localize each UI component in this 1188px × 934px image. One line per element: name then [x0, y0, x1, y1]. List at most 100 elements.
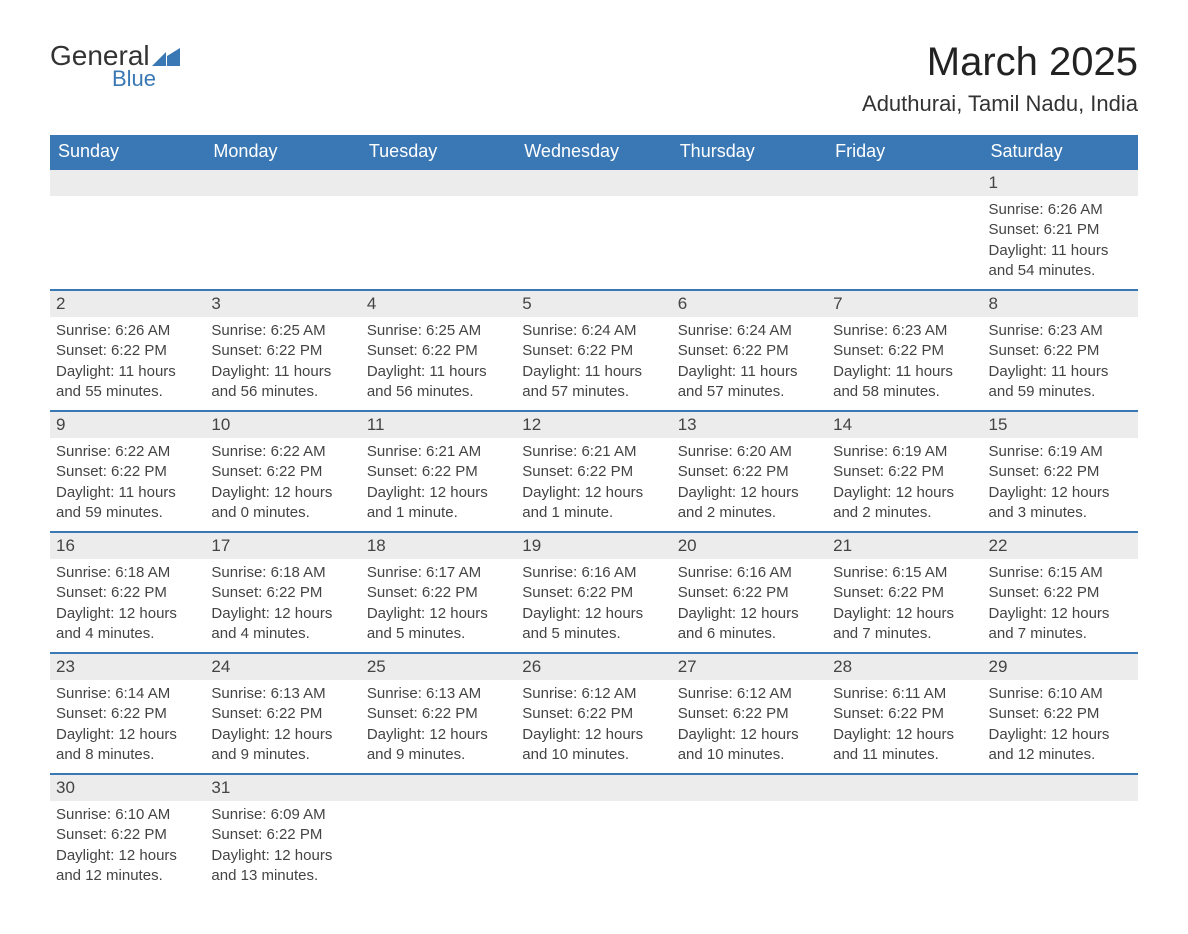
- day-number: 7: [827, 291, 982, 317]
- calendar-cell: 30Sunrise: 6:10 AMSunset: 6:22 PMDayligh…: [50, 774, 205, 894]
- day-number: 27: [672, 654, 827, 680]
- weekday-header: Wednesday: [516, 135, 671, 169]
- day-details: [983, 801, 1138, 889]
- day-number: [983, 775, 1138, 801]
- weekday-header-row: SundayMondayTuesdayWednesdayThursdayFrid…: [50, 135, 1138, 169]
- weekday-header: Saturday: [983, 135, 1138, 169]
- day-details: Sunrise: 6:16 AMSunset: 6:22 PMDaylight:…: [516, 559, 671, 652]
- calendar-cell: 3Sunrise: 6:25 AMSunset: 6:22 PMDaylight…: [205, 290, 360, 411]
- day-number: [361, 775, 516, 801]
- calendar-cell: [516, 774, 671, 894]
- calendar-cell: [983, 774, 1138, 894]
- day-details: Sunrise: 6:18 AMSunset: 6:22 PMDaylight:…: [205, 559, 360, 652]
- weekday-header: Monday: [205, 135, 360, 169]
- calendar-cell: 21Sunrise: 6:15 AMSunset: 6:22 PMDayligh…: [827, 532, 982, 653]
- day-number: 1: [983, 170, 1138, 196]
- day-number: 5: [516, 291, 671, 317]
- calendar-cell: 15Sunrise: 6:19 AMSunset: 6:22 PMDayligh…: [983, 411, 1138, 532]
- day-number: [827, 170, 982, 196]
- day-number: 8: [983, 291, 1138, 317]
- calendar-cell: 10Sunrise: 6:22 AMSunset: 6:22 PMDayligh…: [205, 411, 360, 532]
- calendar-cell: 20Sunrise: 6:16 AMSunset: 6:22 PMDayligh…: [672, 532, 827, 653]
- calendar-cell: [50, 169, 205, 290]
- calendar-cell: 4Sunrise: 6:25 AMSunset: 6:22 PMDaylight…: [361, 290, 516, 411]
- day-number: 3: [205, 291, 360, 317]
- day-details: Sunrise: 6:23 AMSunset: 6:22 PMDaylight:…: [827, 317, 982, 410]
- day-details: [827, 196, 982, 284]
- day-details: [672, 196, 827, 284]
- day-number: 20: [672, 533, 827, 559]
- calendar-cell: 23Sunrise: 6:14 AMSunset: 6:22 PMDayligh…: [50, 653, 205, 774]
- day-details: Sunrise: 6:11 AMSunset: 6:22 PMDaylight:…: [827, 680, 982, 773]
- day-number: 12: [516, 412, 671, 438]
- day-details: [361, 801, 516, 889]
- day-number: [361, 170, 516, 196]
- calendar-cell: 11Sunrise: 6:21 AMSunset: 6:22 PMDayligh…: [361, 411, 516, 532]
- day-details: Sunrise: 6:12 AMSunset: 6:22 PMDaylight:…: [516, 680, 671, 773]
- day-details: Sunrise: 6:15 AMSunset: 6:22 PMDaylight:…: [827, 559, 982, 652]
- day-details: Sunrise: 6:25 AMSunset: 6:22 PMDaylight:…: [205, 317, 360, 410]
- calendar-cell: 16Sunrise: 6:18 AMSunset: 6:22 PMDayligh…: [50, 532, 205, 653]
- calendar-cell: [361, 169, 516, 290]
- day-number: 11: [361, 412, 516, 438]
- calendar-cell: [827, 169, 982, 290]
- day-number: [672, 170, 827, 196]
- calendar-cell: 28Sunrise: 6:11 AMSunset: 6:22 PMDayligh…: [827, 653, 982, 774]
- day-number: 31: [205, 775, 360, 801]
- day-number: [827, 775, 982, 801]
- day-details: Sunrise: 6:21 AMSunset: 6:22 PMDaylight:…: [516, 438, 671, 531]
- day-details: Sunrise: 6:23 AMSunset: 6:22 PMDaylight:…: [983, 317, 1138, 410]
- day-details: Sunrise: 6:26 AMSunset: 6:22 PMDaylight:…: [50, 317, 205, 410]
- day-number: [205, 170, 360, 196]
- day-number: 25: [361, 654, 516, 680]
- calendar-cell: [672, 169, 827, 290]
- day-number: 14: [827, 412, 982, 438]
- day-number: 22: [983, 533, 1138, 559]
- day-number: 29: [983, 654, 1138, 680]
- day-number: 2: [50, 291, 205, 317]
- calendar-cell: [205, 169, 360, 290]
- day-number: 4: [361, 291, 516, 317]
- brand-logo: General Blue: [50, 40, 180, 92]
- day-details: Sunrise: 6:15 AMSunset: 6:22 PMDaylight:…: [983, 559, 1138, 652]
- calendar-cell: 22Sunrise: 6:15 AMSunset: 6:22 PMDayligh…: [983, 532, 1138, 653]
- day-details: Sunrise: 6:18 AMSunset: 6:22 PMDaylight:…: [50, 559, 205, 652]
- day-number: [516, 775, 671, 801]
- day-details: Sunrise: 6:10 AMSunset: 6:22 PMDaylight:…: [50, 801, 205, 894]
- day-number: 13: [672, 412, 827, 438]
- calendar-cell: [361, 774, 516, 894]
- calendar-cell: 14Sunrise: 6:19 AMSunset: 6:22 PMDayligh…: [827, 411, 982, 532]
- calendar-cell: 2Sunrise: 6:26 AMSunset: 6:22 PMDaylight…: [50, 290, 205, 411]
- calendar-cell: [827, 774, 982, 894]
- calendar-cell: 19Sunrise: 6:16 AMSunset: 6:22 PMDayligh…: [516, 532, 671, 653]
- calendar-cell: [672, 774, 827, 894]
- day-details: Sunrise: 6:20 AMSunset: 6:22 PMDaylight:…: [672, 438, 827, 531]
- day-details: Sunrise: 6:22 AMSunset: 6:22 PMDaylight:…: [205, 438, 360, 531]
- day-details: Sunrise: 6:21 AMSunset: 6:22 PMDaylight:…: [361, 438, 516, 531]
- day-details: [516, 196, 671, 284]
- weekday-header: Thursday: [672, 135, 827, 169]
- day-number: [672, 775, 827, 801]
- day-number: 26: [516, 654, 671, 680]
- calendar-cell: 5Sunrise: 6:24 AMSunset: 6:22 PMDaylight…: [516, 290, 671, 411]
- calendar-cell: 8Sunrise: 6:23 AMSunset: 6:22 PMDaylight…: [983, 290, 1138, 411]
- day-details: [361, 196, 516, 284]
- page-title: March 2025: [862, 40, 1138, 85]
- day-details: [205, 196, 360, 284]
- day-number: 18: [361, 533, 516, 559]
- day-number: 28: [827, 654, 982, 680]
- day-number: 10: [205, 412, 360, 438]
- day-number: 9: [50, 412, 205, 438]
- day-details: Sunrise: 6:22 AMSunset: 6:22 PMDaylight:…: [50, 438, 205, 531]
- weekday-header: Friday: [827, 135, 982, 169]
- calendar-cell: 12Sunrise: 6:21 AMSunset: 6:22 PMDayligh…: [516, 411, 671, 532]
- day-number: 17: [205, 533, 360, 559]
- day-details: Sunrise: 6:26 AMSunset: 6:21 PMDaylight:…: [983, 196, 1138, 289]
- brand-name-2: Blue: [112, 66, 156, 92]
- day-number: 23: [50, 654, 205, 680]
- day-number: 6: [672, 291, 827, 317]
- day-details: [672, 801, 827, 889]
- location-subtitle: Aduthurai, Tamil Nadu, India: [862, 91, 1138, 117]
- calendar-cell: 18Sunrise: 6:17 AMSunset: 6:22 PMDayligh…: [361, 532, 516, 653]
- day-details: Sunrise: 6:24 AMSunset: 6:22 PMDaylight:…: [672, 317, 827, 410]
